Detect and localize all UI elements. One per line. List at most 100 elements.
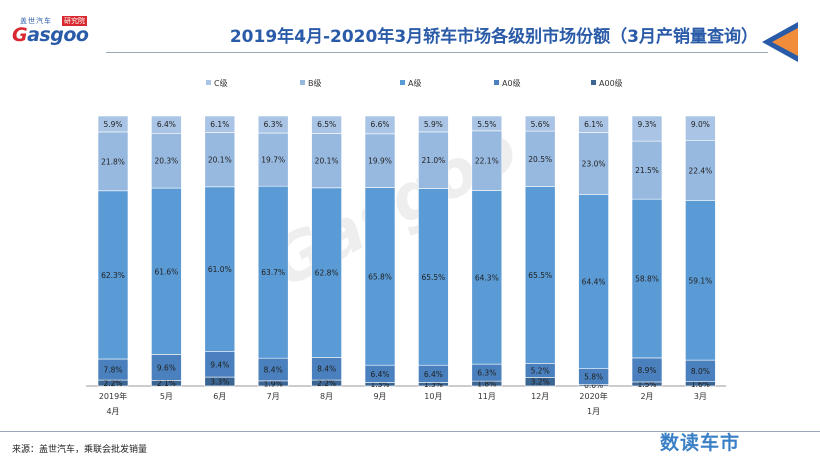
data-label: 2.2% <box>103 379 122 388</box>
legend-label: A0级 <box>502 78 521 88</box>
x-tick-label: 4月 <box>106 407 119 416</box>
data-label: 6.4% <box>424 370 443 379</box>
bar-segment <box>418 188 449 366</box>
data-label: 5.9% <box>103 120 122 129</box>
legend-swatch <box>206 80 211 85</box>
data-label: 65.5% <box>528 271 552 280</box>
bar-segment <box>311 133 342 189</box>
data-label: 9.3% <box>637 120 656 129</box>
bar-segment <box>257 115 289 134</box>
bar-segment <box>204 115 236 133</box>
data-label: 21.5% <box>635 166 659 175</box>
data-label: 3.2% <box>531 378 550 387</box>
data-label: 1.5% <box>637 380 656 389</box>
bar-segment <box>418 115 449 133</box>
data-label: 1.3% <box>370 380 389 389</box>
bar-segment <box>204 351 236 378</box>
bar-segment <box>578 132 609 195</box>
bar-segment <box>471 190 503 365</box>
x-tick-label: 3月 <box>694 392 707 401</box>
bar-segment <box>631 115 663 142</box>
bar-segment <box>204 132 236 188</box>
data-label: 62.3% <box>101 271 125 280</box>
data-label: 20.1% <box>315 157 339 166</box>
data-label: 3.3% <box>210 378 229 387</box>
bar-segment <box>578 194 609 370</box>
legend-swatch <box>591 80 596 85</box>
data-label: 1.3% <box>424 380 443 389</box>
data-label: 6.1% <box>210 120 229 129</box>
x-tick-label: 8月 <box>320 392 333 401</box>
data-label: 65.5% <box>421 273 445 282</box>
bar-segment <box>204 186 236 352</box>
bar-segment <box>524 186 556 364</box>
data-label: 8.4% <box>317 365 336 374</box>
arrow-decoration-icon <box>762 22 798 62</box>
x-tick-label: 6月 <box>213 392 226 401</box>
bar-segment <box>97 115 129 133</box>
x-tick-label: 1月 <box>587 407 600 416</box>
bar-segment <box>631 140 663 200</box>
bar-segment <box>151 132 182 189</box>
data-label: 22.1% <box>475 157 499 166</box>
bar-segment <box>311 187 342 358</box>
data-label: 0.6% <box>584 381 603 390</box>
legend-swatch <box>494 80 499 85</box>
page-title: 2019年4月-2020年3月轿车市场各级别市场份额（3月产销量查询） <box>229 27 758 47</box>
logo-en-prefix: G <box>12 24 28 46</box>
bar-segment <box>418 131 449 189</box>
data-label: 23.0% <box>582 160 606 169</box>
bar-segment <box>97 190 129 360</box>
data-label: 5.9% <box>424 120 443 129</box>
data-label: 6.5% <box>317 120 336 129</box>
x-tick-label: 5月 <box>160 392 173 401</box>
data-label: 9.0% <box>691 120 710 129</box>
logo-en-rest: asgoo <box>27 24 89 46</box>
bar-segment <box>471 115 503 132</box>
data-label: 6.3% <box>264 120 283 129</box>
data-label: 19.9% <box>368 157 392 166</box>
data-label: 8.0% <box>691 367 710 376</box>
legend-swatch <box>400 80 405 85</box>
data-label: 58.8% <box>635 275 659 284</box>
legend-label: A级 <box>408 78 421 88</box>
x-tick-label: 11月 <box>478 392 496 401</box>
data-label: 1.6% <box>691 380 710 389</box>
data-label: 20.1% <box>208 156 232 165</box>
data-label: 64.3% <box>475 273 499 282</box>
logo-cn-text: 盖世汽车 <box>20 17 52 25</box>
data-label: 61.0% <box>208 265 232 274</box>
data-label: 61.6% <box>154 267 178 276</box>
bar-segment <box>97 131 129 192</box>
data-label: 1.8% <box>477 380 496 389</box>
title-divider <box>106 52 768 53</box>
gasgoo-logo: 盖世汽车 研究院 Gasgoo <box>10 16 100 50</box>
legend-label: A00级 <box>599 78 623 88</box>
data-label: 5.8% <box>584 373 603 382</box>
data-label: 63.7% <box>261 268 285 277</box>
x-tick-label: 2019年 <box>99 391 127 401</box>
data-label: 8.4% <box>264 366 283 375</box>
data-label: 5.6% <box>531 120 550 129</box>
legend-swatch <box>300 80 305 85</box>
data-label: 5.2% <box>531 366 550 375</box>
legend-label: B级 <box>308 78 322 88</box>
bar-segment <box>685 200 716 361</box>
logo-cn-badge: 研究院 <box>62 16 87 26</box>
data-label: 19.7% <box>261 156 285 165</box>
data-label: 21.8% <box>101 157 125 166</box>
data-label: 6.4% <box>157 120 176 129</box>
footer-divider <box>0 431 820 432</box>
data-label: 21.0% <box>421 156 445 165</box>
data-label: 9.4% <box>210 360 229 369</box>
data-label: 20.3% <box>154 157 178 166</box>
logo-en-text: Gasgoo <box>12 24 89 46</box>
bar-segment <box>151 354 182 381</box>
source-note: 来源：盖世汽车，乘联会批发销量 <box>12 445 148 455</box>
data-label: 59.1% <box>688 276 712 285</box>
data-label: 2.1% <box>157 379 176 388</box>
x-tick-label: 2020年 <box>579 391 607 401</box>
bar-segment <box>685 139 716 201</box>
bar-segment <box>364 133 396 188</box>
x-tick-label: 10月 <box>424 392 442 401</box>
